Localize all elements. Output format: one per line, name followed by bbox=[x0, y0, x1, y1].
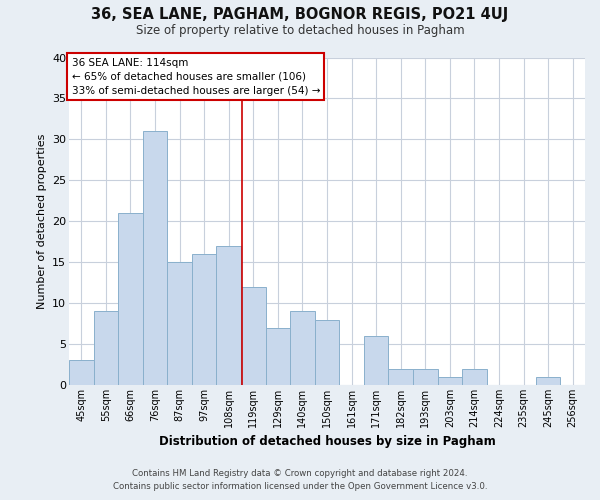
Text: Size of property relative to detached houses in Pagham: Size of property relative to detached ho… bbox=[136, 24, 464, 37]
Bar bbox=[364, 336, 388, 385]
Bar bbox=[217, 246, 241, 385]
Bar bbox=[413, 368, 437, 385]
Bar bbox=[315, 320, 339, 385]
Bar bbox=[462, 368, 487, 385]
X-axis label: Distribution of detached houses by size in Pagham: Distribution of detached houses by size … bbox=[158, 436, 496, 448]
Text: 36 SEA LANE: 114sqm
← 65% of detached houses are smaller (106)
33% of semi-detac: 36 SEA LANE: 114sqm ← 65% of detached ho… bbox=[71, 58, 320, 96]
Text: Contains HM Land Registry data © Crown copyright and database right 2024.
Contai: Contains HM Land Registry data © Crown c… bbox=[113, 470, 487, 491]
Text: 36, SEA LANE, PAGHAM, BOGNOR REGIS, PO21 4UJ: 36, SEA LANE, PAGHAM, BOGNOR REGIS, PO21… bbox=[91, 8, 509, 22]
Bar bbox=[388, 368, 413, 385]
Bar bbox=[118, 213, 143, 385]
Bar bbox=[536, 377, 560, 385]
Bar bbox=[266, 328, 290, 385]
Bar bbox=[94, 312, 118, 385]
Bar bbox=[143, 131, 167, 385]
Bar bbox=[69, 360, 94, 385]
Bar bbox=[167, 262, 192, 385]
Bar bbox=[192, 254, 217, 385]
Bar bbox=[290, 312, 315, 385]
Y-axis label: Number of detached properties: Number of detached properties bbox=[37, 134, 47, 309]
Bar bbox=[241, 287, 266, 385]
Bar bbox=[437, 377, 462, 385]
